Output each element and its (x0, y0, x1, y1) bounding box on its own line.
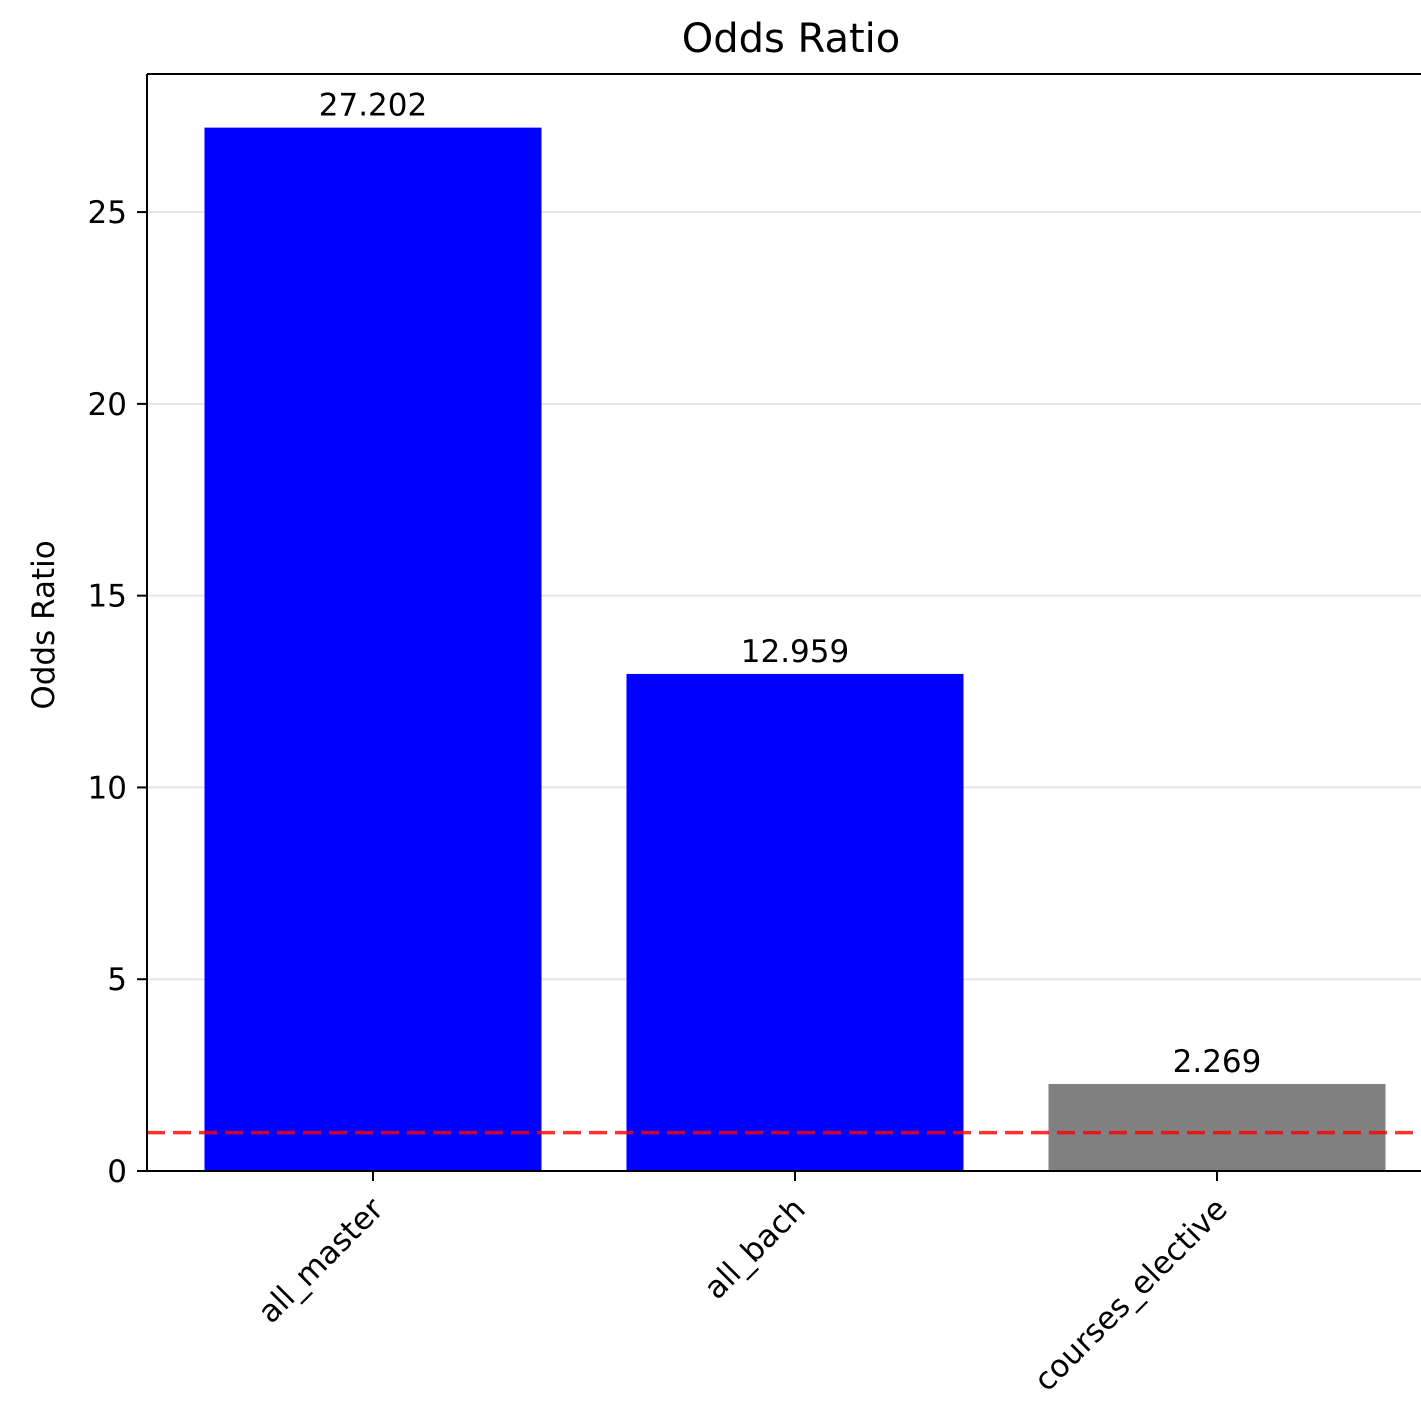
y-tick-label-15: 15 (88, 579, 127, 615)
data-label-all_bach: 12.959 (741, 634, 849, 670)
y-axis-label: Odds Ratio (26, 540, 62, 709)
y-tick-label-5: 5 (107, 962, 127, 998)
data-label-courses_elective: 2.269 (1173, 1044, 1262, 1080)
chart-title: Odds Ratio (682, 16, 901, 62)
data-label-all_master: 27.202 (319, 88, 427, 124)
y-tick-label-20: 20 (88, 387, 127, 423)
x-tick-label-all_master: all_master (251, 1191, 391, 1331)
y-tick-label-10: 10 (88, 770, 127, 806)
bar-courses_elective (1048, 1083, 1386, 1171)
bars (204, 127, 1386, 1172)
bar-all_bach (626, 673, 964, 1171)
x-tick-label-all_bach: all_bach (697, 1191, 812, 1306)
y-tick-label-0: 0 (107, 1154, 127, 1190)
data-labels: 27.202 12.959 2.269 (319, 88, 1262, 1080)
x-tick-label-courses_elective: courses_elective (1027, 1191, 1234, 1398)
y-tick-label-25: 25 (88, 195, 127, 231)
bar-all_master (204, 127, 542, 1172)
